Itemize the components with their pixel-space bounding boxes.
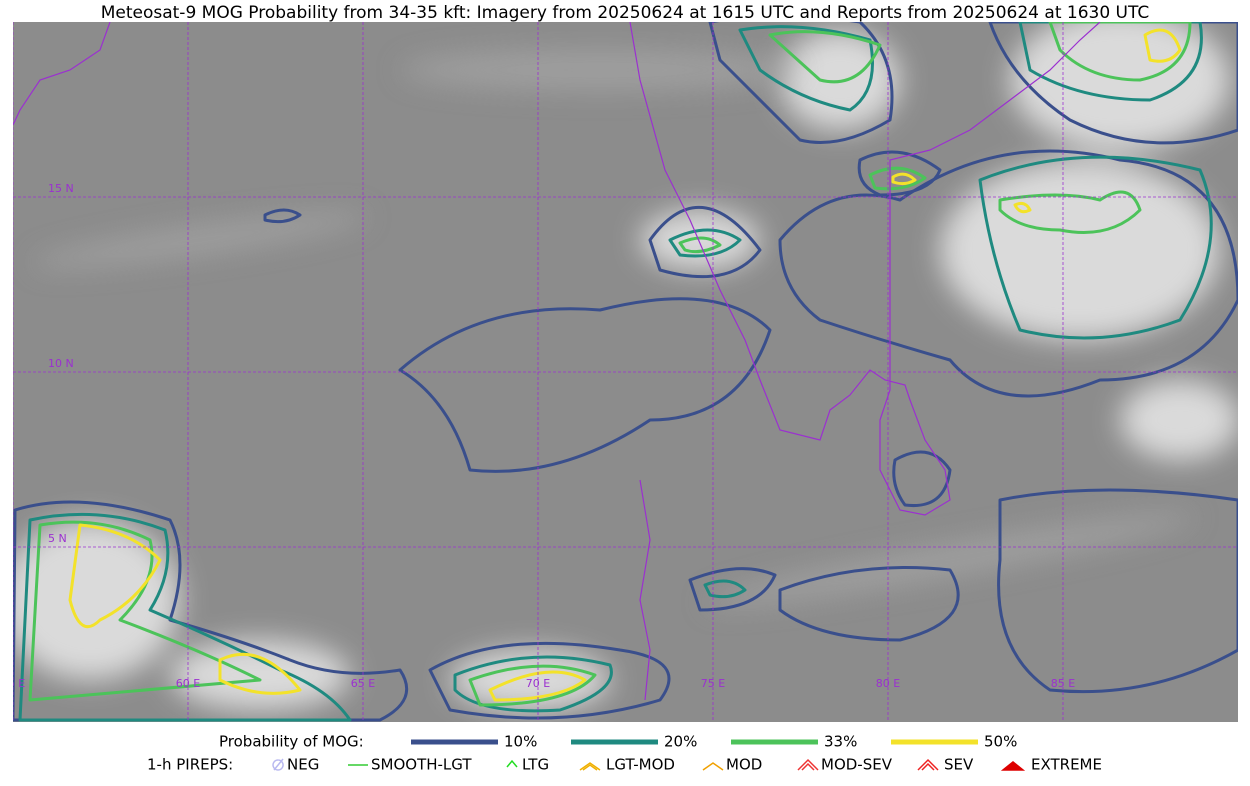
contour-2 [998, 190, 1142, 234]
contour-1 [703, 579, 747, 599]
contour-3 [1143, 28, 1182, 63]
graticule: 15 N 10 N 5 N 55 E 60 E 65 E 70 E 75 E 80 E 85 E [1, 22, 1238, 722]
contour-1 [978, 155, 1213, 340]
cloud-streaks [31, 50, 1197, 607]
contour-2 [1048, 22, 1192, 82]
legend-label: LTG [522, 756, 549, 774]
legend-title: Probability of MOG: [219, 733, 364, 751]
legend-label: SEV [944, 756, 974, 774]
legend-label: NEG [287, 756, 319, 774]
lon-label: 75 E [701, 677, 725, 690]
title: Meteosat-9 MOG Probability from 34-35 kf… [101, 3, 1150, 23]
contour-1 [668, 228, 742, 258]
lon-label: 85 E [1051, 677, 1075, 690]
lat-label: 5 N [48, 532, 67, 545]
coastlines [13, 22, 1101, 701]
legend-label: EXTREME [1031, 756, 1102, 774]
contour-1 [18, 512, 352, 722]
legend-label: 50% [984, 733, 1017, 751]
pirep-symbol [702, 762, 724, 771]
legend-label: 33% [824, 733, 857, 751]
legend-label: MOD-SEV [821, 756, 893, 774]
pirep-symbol [797, 758, 819, 771]
legend: Probability of MOG: 10% 20% 33% 50% 1-h PIREP… [147, 733, 1102, 774]
contours [13, 22, 1238, 722]
legend-label: LGT-MOD [606, 756, 675, 774]
contour-0 [857, 150, 942, 197]
pirep-symbol [1000, 761, 1026, 771]
legend-label: SMOOTH-LGT [371, 756, 472, 774]
contour-0 [428, 641, 671, 720]
pirep-symbol [272, 758, 284, 771]
contour-1 [1018, 22, 1203, 102]
pirep-symbol [917, 758, 939, 771]
lon-label: 70 E [526, 677, 550, 690]
contour-0 [892, 450, 952, 508]
contour-0 [263, 208, 302, 224]
lon-label: 80 E [876, 677, 900, 690]
contour-2 [468, 664, 597, 707]
pirep-symbol [506, 759, 518, 768]
contour-0 [997, 488, 1238, 694]
lat-label: 10 N [48, 357, 74, 370]
contour-3 [891, 172, 917, 186]
contour-0 [688, 567, 777, 612]
contour-3 [218, 652, 302, 695]
map: 15 N 10 N 5 N 55 E 60 E 65 E 70 E 75 E 80 E 85 E [1, 22, 1238, 722]
contour-0 [778, 566, 960, 642]
legend-label: MOD [726, 756, 762, 774]
contour-0 [13, 500, 409, 722]
lat-label: 15 N [48, 182, 74, 195]
contour-0 [778, 149, 1238, 398]
contour-2 [768, 30, 882, 84]
contour-3 [488, 670, 587, 702]
contour-1 [738, 25, 874, 112]
contour-2 [678, 236, 722, 254]
contour-0 [398, 297, 772, 473]
legend-title: 1-h PIREPS: [147, 756, 233, 774]
lon-label: 60 E [176, 677, 200, 690]
lon-label: 65 E [351, 677, 375, 690]
legend-label: 20% [664, 733, 697, 751]
pirep-symbol [579, 762, 601, 771]
contour-0 [708, 22, 894, 144]
contour-0 [648, 205, 762, 279]
contour-3 [68, 523, 162, 629]
legend-label: 10% [504, 733, 537, 751]
contour-0 [988, 22, 1238, 145]
lon-label: 55 E [1, 677, 25, 690]
contour-3 [1013, 201, 1032, 214]
